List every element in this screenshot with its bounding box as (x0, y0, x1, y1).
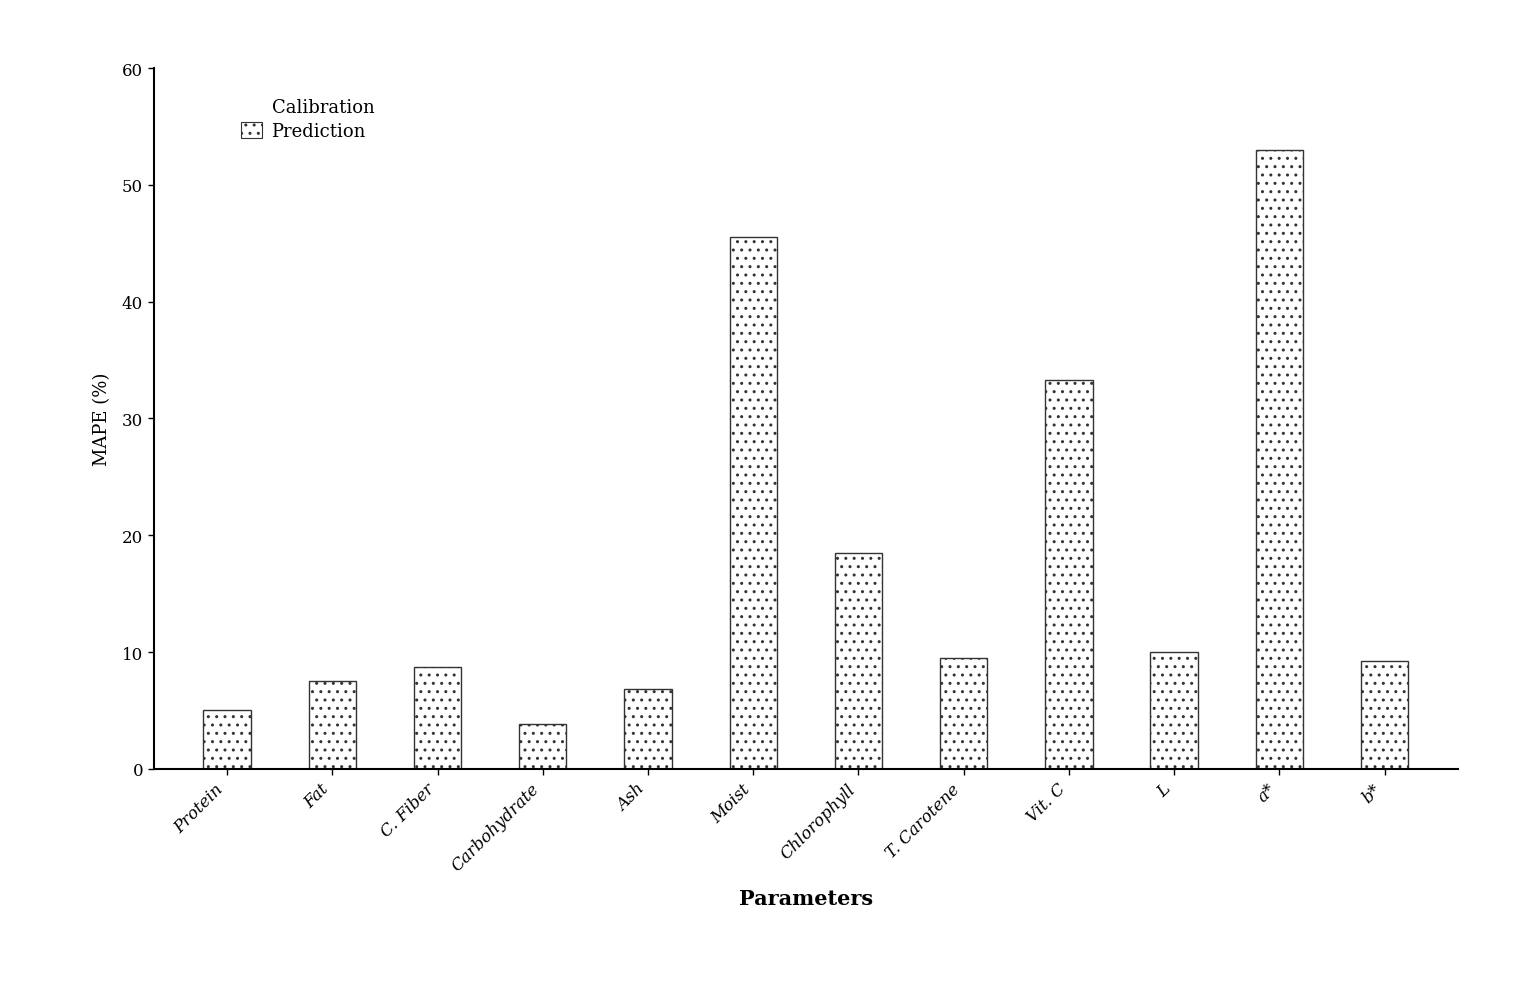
Bar (204, 711, 250, 769)
Bar (625, 690, 672, 769)
X-axis label: Parameters: Parameters (738, 888, 873, 908)
Bar (1150, 653, 1197, 769)
Y-axis label: MAPE (%): MAPE (%) (92, 373, 111, 465)
Bar (309, 681, 356, 769)
Bar (939, 659, 987, 769)
Bar (519, 725, 566, 769)
Bar (1045, 381, 1093, 769)
Bar (729, 239, 777, 769)
Bar (1362, 662, 1408, 769)
Bar (414, 668, 462, 769)
Bar (835, 553, 883, 769)
Bar (1256, 151, 1303, 769)
Legend: Calibration, Prediction: Calibration, Prediction (241, 99, 375, 141)
